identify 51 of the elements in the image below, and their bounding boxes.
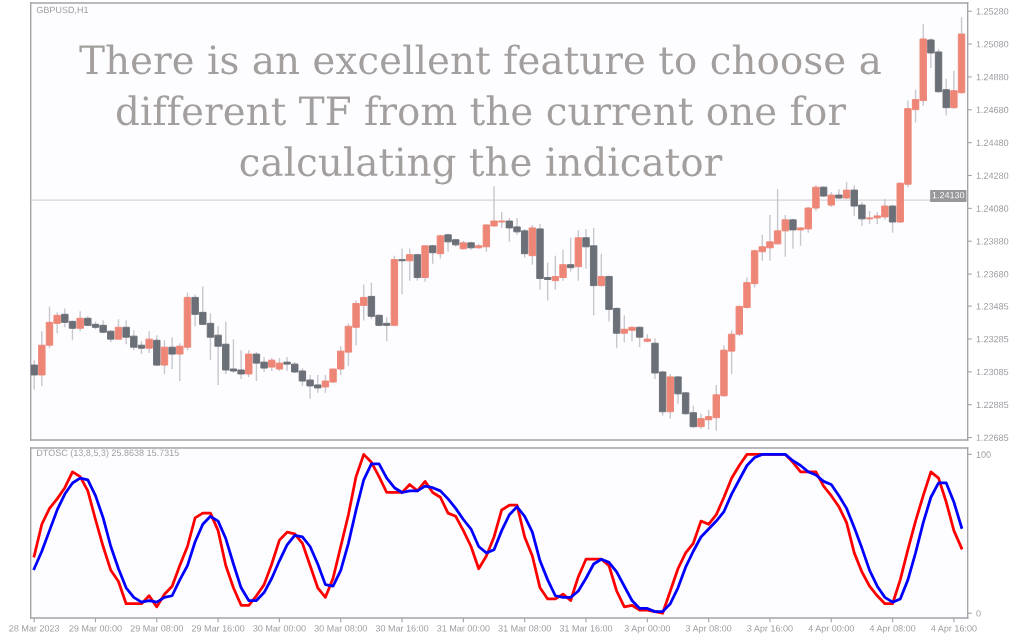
x-tick-label: 3 Apr 08:00 (685, 625, 732, 634)
x-tick-label: 4 Apr 08:00 (869, 625, 916, 634)
y-tick-label: 1.24080 (976, 205, 1009, 212)
candlestick (30, 359, 38, 391)
y-tick-label: 1.23880 (976, 238, 1009, 245)
x-tick-label: 3 Apr 16:00 (747, 625, 793, 634)
x-tick-label: 4 Apr 00:00 (808, 625, 854, 634)
chart-title: DTOSC (13,8,5,3) 25.8638 15.7315 (37, 449, 179, 458)
candlestick (789, 218, 797, 250)
candlestick (160, 339, 169, 375)
y-tick-label: 1.23485 (976, 303, 1009, 310)
candlestick (145, 330, 153, 354)
x-tick-label: 30 Mar 08:00 (314, 625, 367, 632)
x-tick-label: 30 Mar 00:00 (253, 625, 306, 632)
x-tick-label: 29 Mar 16:00 (191, 625, 245, 632)
candlestick (413, 253, 422, 282)
y-tick-label: 1.24280 (976, 172, 1009, 179)
y-tick-label: 1.24880 (976, 73, 1009, 81)
y-tick-label: 1.22885 (976, 401, 1009, 409)
ref-line-label: 1.24130 (932, 191, 965, 199)
x-tick-label: 28 Mar 2023 (9, 625, 60, 632)
x-tick-label: 4 Apr 16:00 (931, 625, 977, 634)
candlestick (398, 248, 406, 296)
x-tick-label: 31 Mar 08:00 (498, 625, 551, 632)
candlestick (168, 336, 176, 370)
candlestick (566, 237, 575, 273)
x-tick-label: 31 Mar 16:00 (559, 625, 613, 632)
y-tick-label: 100 (976, 451, 991, 458)
x-tick-label: 31 Mar 00:00 (437, 625, 490, 632)
candlestick (245, 349, 253, 378)
y-tick-label: 1.23285 (976, 335, 1009, 343)
candlestick (406, 248, 414, 282)
candlestick (888, 204, 897, 234)
y-tick-label: 1.25080 (976, 41, 1009, 48)
x-tick-label: 3 Apr 00:00 (624, 625, 671, 634)
candlestick (114, 318, 123, 340)
y-tick-label: 0 (976, 610, 981, 617)
x-tick-label: 30 Mar 16:00 (375, 625, 429, 632)
candlestick (597, 253, 606, 288)
y-tick-label: 1.25280 (976, 8, 1009, 15)
y-tick-label: 1.23680 (976, 271, 1009, 278)
candlestick (76, 310, 84, 332)
x-tick-label: 29 Mar 00:00 (69, 625, 122, 632)
annotation: There is an excellent feature to choose a different TF from the current one for calculating the indicator (79, 44, 881, 185)
candlestick (635, 325, 644, 348)
y-tick-label: 1.24480 (976, 139, 1009, 146)
y-tick-label: 1.23085 (976, 368, 1009, 376)
y-tick-label: 1.22685 (976, 434, 1009, 441)
y-tick-label: 1.24680 (976, 106, 1009, 114)
x-tick-label: 29 Mar 08:00 (130, 625, 184, 632)
chart-title: GBPUSD,H1 (36, 6, 89, 15)
